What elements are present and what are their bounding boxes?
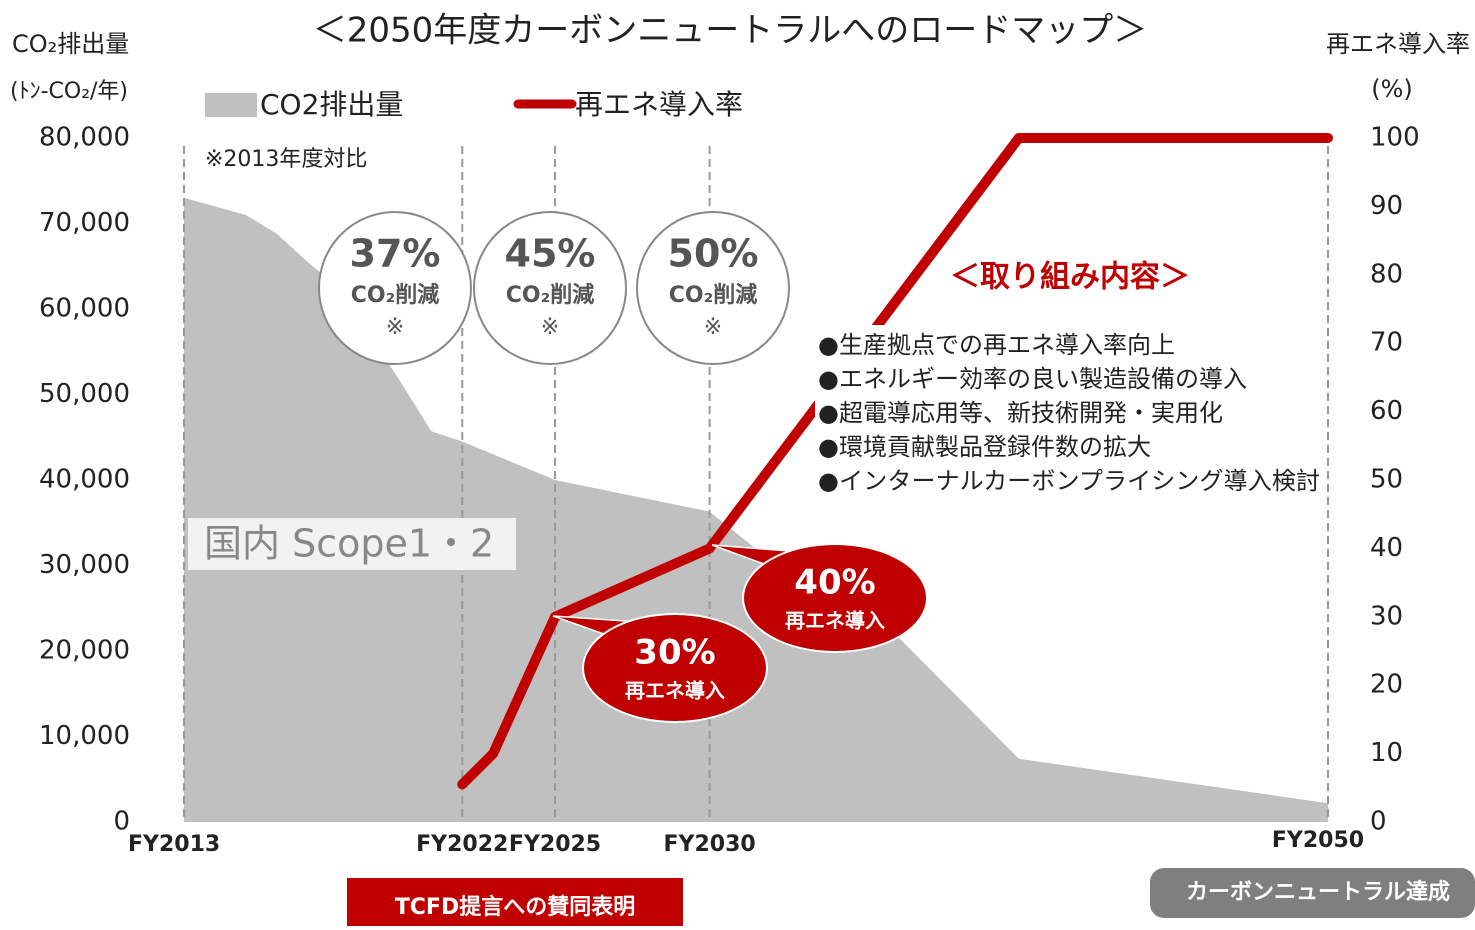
y2-axis-unit: (%) bbox=[1371, 75, 1413, 103]
reduction-circle bbox=[473, 211, 627, 365]
box-item: ●生産拠点での再エネ導入率向上 bbox=[818, 331, 1175, 359]
x-tick-label: FY2025 bbox=[509, 832, 601, 857]
y-axis-label: CO₂排出量 bbox=[12, 30, 129, 58]
x-tick-label: FY2030 bbox=[664, 832, 756, 857]
content-box bbox=[815, 325, 1327, 513]
callout bbox=[582, 613, 768, 723]
box-item: ●エネルギー効率の良い製造設備の導入 bbox=[818, 365, 1247, 393]
y-tick-label: 30,000 bbox=[39, 550, 130, 580]
callout-pct: 40% bbox=[794, 563, 875, 603]
legend-label: 再エネ導入率 bbox=[575, 88, 743, 121]
y-tick-label: 10,000 bbox=[39, 721, 130, 751]
y-tick-label: 70,000 bbox=[39, 208, 130, 238]
y-tick-label: 60,000 bbox=[39, 294, 130, 324]
reduction-text: CO₂削減 bbox=[506, 283, 594, 308]
scope-label: 国内 Scope1・2 bbox=[204, 522, 494, 566]
y2-tick-label: 0 bbox=[1370, 807, 1387, 837]
x-tick-label: FY2050 bbox=[1272, 828, 1364, 853]
reduction-mark: ※ bbox=[541, 315, 559, 340]
reduction-mark: ※ bbox=[386, 315, 404, 340]
x-tick-label: FY2022 bbox=[416, 832, 508, 857]
y2-tick-label: 70 bbox=[1370, 328, 1403, 358]
y2-tick-label: 90 bbox=[1370, 191, 1403, 221]
reduction-pct: 45% bbox=[505, 232, 596, 276]
line bbox=[457, 133, 1333, 790]
y2-tick-label: 100 bbox=[1370, 123, 1420, 153]
y-tick-label: 50,000 bbox=[39, 379, 130, 409]
y-axis-unit: (ﾄﾝ-CO₂/年) bbox=[10, 79, 128, 104]
reduction-circle bbox=[636, 211, 790, 365]
y2-tick-label: 30 bbox=[1370, 601, 1403, 631]
scope-bg bbox=[188, 518, 516, 570]
area bbox=[184, 197, 1328, 823]
y2-tick-label: 50 bbox=[1370, 465, 1403, 495]
reduction-pct: 50% bbox=[668, 232, 759, 276]
y2-tick-label: 60 bbox=[1370, 396, 1403, 426]
tcfd-text: TCFD提言への賛同表明 bbox=[395, 894, 635, 920]
callout-text: 再エネ導入 bbox=[625, 679, 725, 703]
x-tick-label: FY2013 bbox=[128, 832, 220, 857]
box-title: ＜取り組み内容＞ bbox=[950, 260, 1190, 295]
y2-tick-label: 40 bbox=[1370, 533, 1403, 563]
y-tick-label: 20,000 bbox=[39, 636, 130, 666]
y2-tick-label: 20 bbox=[1370, 670, 1403, 700]
y-tick-label: 0 bbox=[113, 807, 130, 837]
box-item: ●インターナルカーボンプライシング導入検討 bbox=[818, 467, 1320, 495]
note: ※2013年度対比 bbox=[205, 147, 367, 172]
legend-label: CO2排出量 bbox=[260, 88, 403, 121]
y-tick-label: 40,000 bbox=[39, 465, 130, 495]
reduction-text: CO₂削減 bbox=[351, 283, 439, 308]
tcfd-badge bbox=[347, 878, 683, 926]
y-tick-label: 80,000 bbox=[39, 123, 130, 153]
box-item: ●環境貢献製品登録件数の拡大 bbox=[818, 433, 1151, 461]
y2-axis-label: 再エネ導入率 bbox=[1326, 30, 1470, 58]
neutral-badge bbox=[1150, 868, 1475, 918]
callout bbox=[742, 543, 928, 653]
reduction-text: CO₂削減 bbox=[669, 283, 757, 308]
y2-tick-label: 80 bbox=[1370, 259, 1403, 289]
reduction-mark: ※ bbox=[704, 315, 722, 340]
box-item: ●超電導応用等、新技術開発・実用化 bbox=[818, 399, 1223, 427]
reduction-pct: 37% bbox=[350, 232, 441, 276]
neutral-text: カーボンニュートラル達成 bbox=[1186, 879, 1450, 905]
chart-title: ＜2050年度カーボンニュートラルへのロードマップ＞ bbox=[313, 11, 1148, 51]
callout-text: 再エネ導入 bbox=[785, 609, 885, 633]
legend-swatch bbox=[205, 93, 257, 117]
y2-tick-label: 10 bbox=[1370, 738, 1403, 768]
reduction-circle bbox=[318, 211, 472, 365]
callout-pct: 30% bbox=[634, 633, 715, 673]
